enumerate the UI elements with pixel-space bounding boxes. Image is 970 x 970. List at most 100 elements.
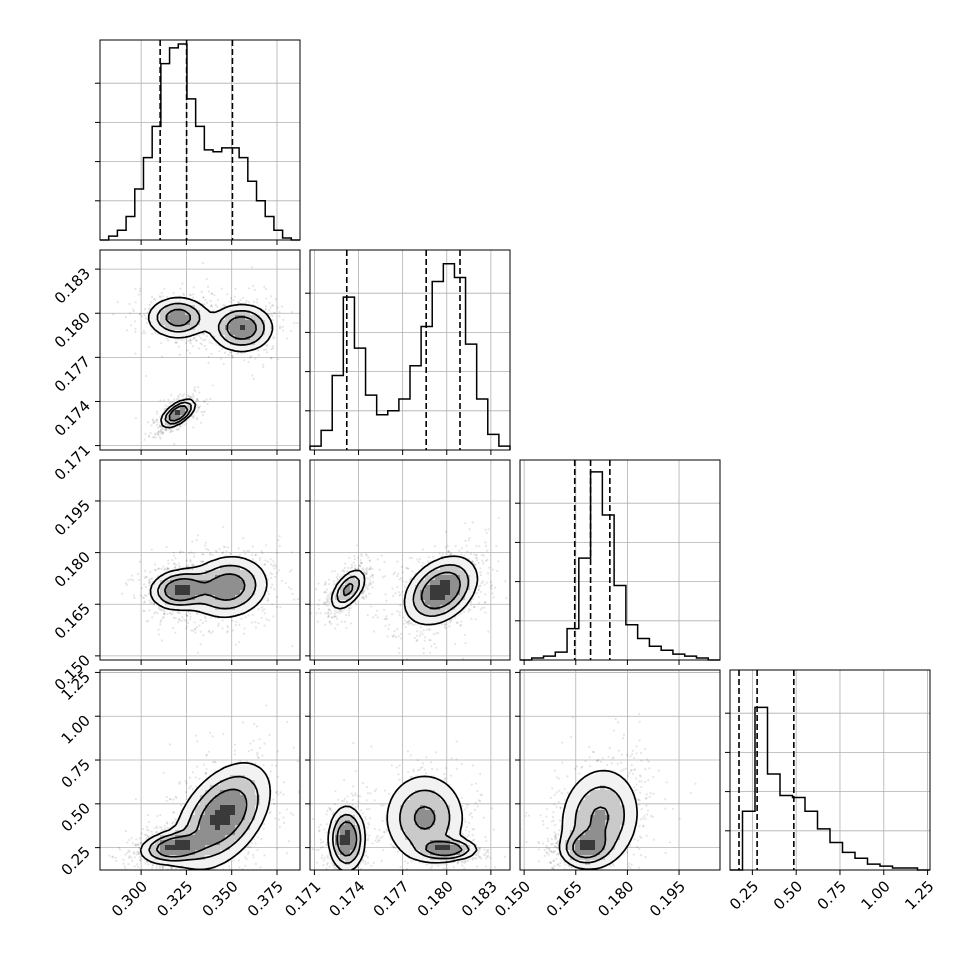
scatter-point xyxy=(168,402,171,405)
scatter-point xyxy=(266,596,269,599)
scatter-point xyxy=(405,566,408,569)
scatter-point xyxy=(267,598,270,602)
density-cell xyxy=(405,600,411,606)
scatter-point xyxy=(264,544,267,547)
scatter-point xyxy=(483,606,486,609)
scatter-point xyxy=(245,549,249,553)
scatter-point xyxy=(196,406,199,409)
scatter-point xyxy=(207,355,210,358)
scatter-point xyxy=(272,336,275,339)
scatter-point xyxy=(484,593,487,596)
contour-line xyxy=(163,573,246,602)
density-cell xyxy=(165,330,171,336)
scatter-point xyxy=(324,623,327,626)
scatter-point xyxy=(204,619,207,623)
scatter-point xyxy=(383,560,386,563)
scatter-point xyxy=(266,344,269,347)
density-cell xyxy=(210,570,216,576)
scatter-point xyxy=(385,614,388,618)
scatter-point xyxy=(142,609,145,612)
scatter-point xyxy=(368,559,371,562)
scatter-point xyxy=(179,425,182,428)
scatter-point xyxy=(190,563,194,566)
density-cell xyxy=(255,320,261,326)
scatter-point xyxy=(484,601,487,604)
scatter-point xyxy=(360,596,364,599)
scatter-point xyxy=(383,575,386,578)
scatter-point xyxy=(270,356,273,359)
density-cell xyxy=(185,300,191,306)
density-cell xyxy=(200,585,206,591)
scatter-point xyxy=(232,299,235,302)
scatter-point xyxy=(290,587,293,591)
scatter-point xyxy=(169,611,172,614)
scatter-point xyxy=(324,533,326,535)
scatter-point xyxy=(207,549,210,552)
scatter-point xyxy=(182,292,185,295)
density-cell xyxy=(430,615,436,621)
scatter-point xyxy=(209,397,212,401)
density-cell xyxy=(440,590,446,596)
scatter-point xyxy=(413,623,416,626)
scatter-point xyxy=(235,620,238,623)
scatter-point xyxy=(475,545,478,548)
density-cell xyxy=(410,610,416,616)
scatter-point xyxy=(202,553,205,556)
scatter-point xyxy=(153,563,157,566)
scatter-point xyxy=(290,568,293,572)
scatter-point xyxy=(177,345,180,348)
scatter-point xyxy=(218,350,221,353)
density-cell xyxy=(450,590,456,596)
density-cell xyxy=(245,310,251,316)
scatter-point xyxy=(155,423,159,426)
scatter-point xyxy=(209,616,213,619)
scatter-point xyxy=(151,332,154,336)
density-cell xyxy=(220,310,226,316)
density-cell xyxy=(345,575,351,581)
scatter-point xyxy=(167,398,170,401)
scatter-point xyxy=(190,629,193,632)
scatter-point xyxy=(166,295,169,299)
scatter-point xyxy=(380,554,383,557)
scatter-point xyxy=(244,552,247,555)
density-cell xyxy=(190,580,196,586)
scatter-point xyxy=(272,304,275,307)
scatter-point xyxy=(163,287,166,290)
scatter-point xyxy=(362,568,365,571)
scatter-point xyxy=(202,634,205,637)
scatter-point xyxy=(490,587,493,590)
density-cell xyxy=(215,580,221,586)
scatter-point xyxy=(155,826,158,830)
scatter-point xyxy=(349,567,352,570)
scatter-point xyxy=(475,554,478,557)
scatter-point xyxy=(415,634,418,637)
scatter-point xyxy=(432,555,435,559)
scatter-point xyxy=(441,552,444,556)
density-cell xyxy=(185,330,191,336)
density-cell xyxy=(445,615,451,621)
scatter-point xyxy=(336,611,339,614)
density-cell xyxy=(175,595,181,601)
scatter-point xyxy=(147,434,151,437)
scatter-point xyxy=(391,613,394,616)
scatter-point xyxy=(177,394,180,397)
scatter-point xyxy=(372,630,376,633)
density-cell xyxy=(175,580,181,586)
density-cell xyxy=(190,585,196,591)
scatter-point xyxy=(477,588,481,591)
scatter-point xyxy=(176,427,179,431)
density-cell xyxy=(160,575,166,581)
density-cell xyxy=(425,600,431,606)
scatter-point xyxy=(324,603,327,606)
scatter-point xyxy=(181,550,184,554)
scatter-point xyxy=(343,620,347,623)
scatter-point xyxy=(443,622,447,626)
scatter-point xyxy=(194,390,197,393)
scatter-point xyxy=(263,612,266,615)
density-cell xyxy=(465,560,471,566)
scatter-point xyxy=(153,612,156,615)
scatter-point xyxy=(183,618,186,622)
density-cell xyxy=(430,595,436,601)
density-cell xyxy=(225,575,231,581)
scatter-point xyxy=(157,567,160,570)
